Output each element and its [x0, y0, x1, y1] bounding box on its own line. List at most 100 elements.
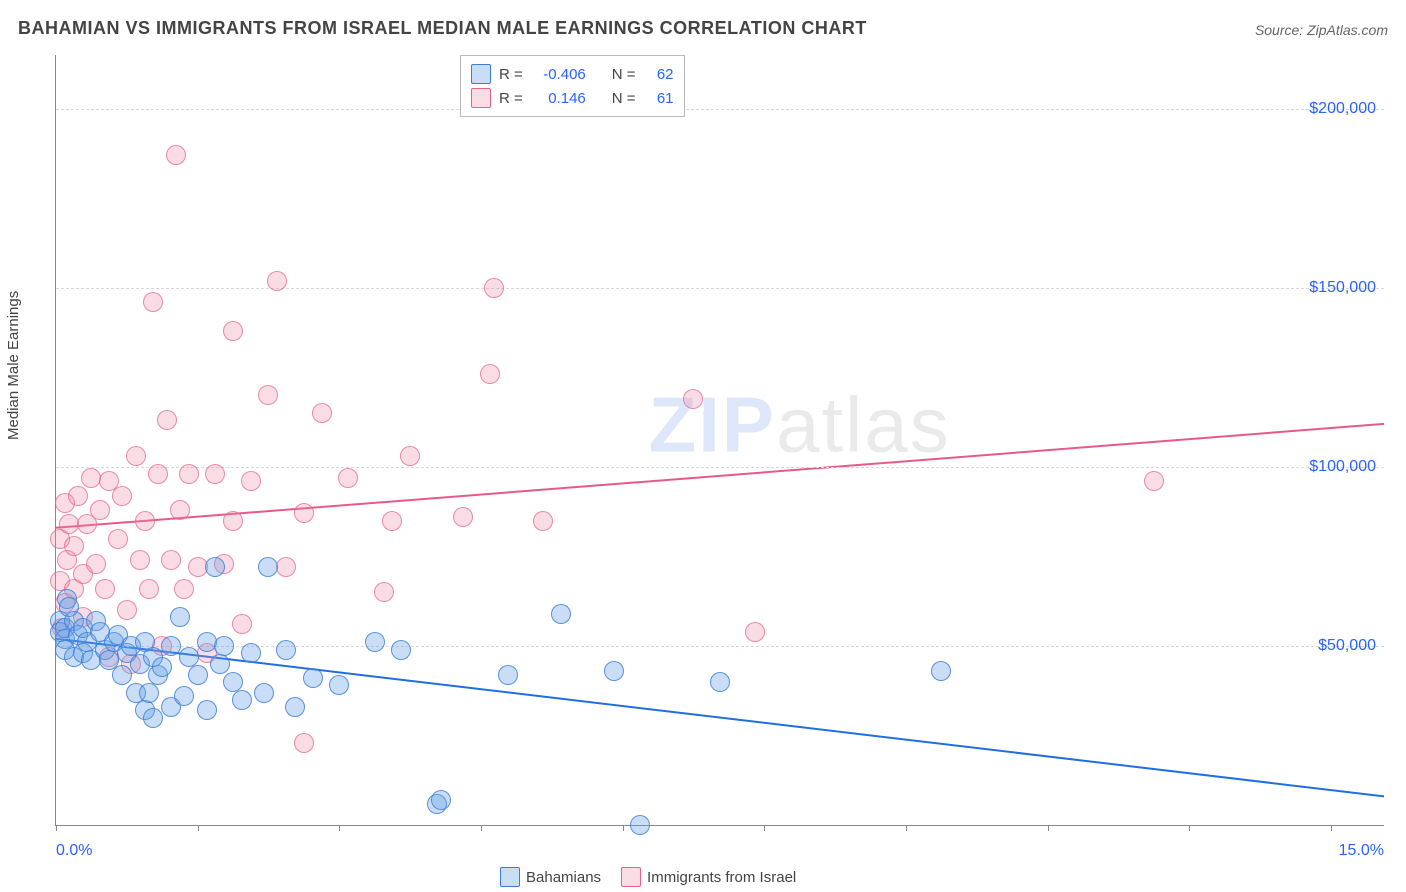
n-label: N =	[612, 90, 636, 107]
scatter-point	[630, 815, 650, 835]
y-tick-label: $150,000	[1309, 279, 1376, 297]
x-tick	[1189, 825, 1190, 831]
scatter-point	[382, 511, 402, 531]
correlation-legend: R = -0.406 N = 62 R = 0.146 N = 61	[460, 55, 685, 117]
scatter-point	[258, 557, 278, 577]
x-tick	[1331, 825, 1332, 831]
scatter-point	[365, 632, 385, 652]
y-tick-label: $50,000	[1318, 637, 1376, 655]
scatter-point	[188, 665, 208, 685]
scatter-point	[484, 278, 504, 298]
scatter-point	[604, 661, 624, 681]
scatter-point	[139, 683, 159, 703]
scatter-point	[161, 636, 181, 656]
scatter-point	[205, 464, 225, 484]
n-value-blue: 62	[644, 66, 674, 83]
scatter-point	[276, 640, 296, 660]
x-tick	[56, 825, 57, 831]
scatter-point	[81, 468, 101, 488]
scatter-point	[126, 446, 146, 466]
scatter-point	[166, 145, 186, 165]
scatter-point	[197, 700, 217, 720]
scatter-point	[431, 790, 451, 810]
scatter-point	[551, 604, 571, 624]
legend-item-pink: Immigrants from Israel	[621, 867, 796, 887]
scatter-point	[1144, 471, 1164, 491]
scatter-point	[400, 446, 420, 466]
y-tick-label: $100,000	[1309, 458, 1376, 476]
scatter-point	[232, 690, 252, 710]
scatter-point	[130, 550, 150, 570]
scatter-point	[210, 654, 230, 674]
scatter-point	[533, 511, 553, 531]
gridline	[56, 467, 1384, 468]
legend-row-blue: R = -0.406 N = 62	[471, 62, 674, 86]
scatter-point	[498, 665, 518, 685]
legend-label-blue: Bahamians	[526, 869, 601, 886]
swatch-pink-icon	[471, 88, 491, 108]
scatter-point	[64, 536, 84, 556]
chart-title: BAHAMIAN VS IMMIGRANTS FROM ISRAEL MEDIA…	[18, 18, 867, 39]
r-label: R =	[499, 66, 523, 83]
swatch-blue-icon	[500, 867, 520, 887]
scatter-point	[303, 668, 323, 688]
scatter-point	[294, 733, 314, 753]
scatter-point	[214, 636, 234, 656]
scatter-point	[312, 403, 332, 423]
scatter-point	[294, 503, 314, 523]
plot-area: ZIPatlas 0.0% 15.0% $50,000$100,000$150,…	[55, 55, 1384, 826]
scatter-point	[205, 557, 225, 577]
scatter-point	[223, 321, 243, 341]
scatter-point	[179, 464, 199, 484]
scatter-point	[143, 708, 163, 728]
scatter-point	[391, 640, 411, 660]
scatter-point	[148, 464, 168, 484]
scatter-point	[745, 622, 765, 642]
scatter-point	[683, 389, 703, 409]
gridline	[56, 288, 1384, 289]
swatch-pink-icon	[621, 867, 641, 887]
scatter-point	[95, 579, 115, 599]
scatter-point	[68, 486, 88, 506]
scatter-point	[276, 557, 296, 577]
n-label: N =	[612, 66, 636, 83]
x-tick	[481, 825, 482, 831]
scatter-point	[258, 385, 278, 405]
scatter-point	[374, 582, 394, 602]
series-legend: Bahamians Immigrants from Israel	[500, 867, 796, 887]
scatter-point	[241, 643, 261, 663]
gridline	[56, 109, 1384, 110]
trend-line	[56, 639, 1384, 797]
scatter-point	[117, 600, 137, 620]
source-label: Source: ZipAtlas.com	[1255, 22, 1388, 38]
r-value-pink: 0.146	[531, 90, 586, 107]
scatter-point	[710, 672, 730, 692]
swatch-blue-icon	[471, 64, 491, 84]
scatter-point	[197, 632, 217, 652]
x-tick	[906, 825, 907, 831]
scatter-point	[112, 665, 132, 685]
scatter-point	[223, 511, 243, 531]
x-tick	[339, 825, 340, 831]
y-axis-label: Median Male Earnings	[5, 291, 22, 440]
x-tick	[1048, 825, 1049, 831]
scatter-point	[254, 683, 274, 703]
scatter-point	[135, 511, 155, 531]
scatter-point	[112, 486, 132, 506]
scatter-point	[170, 500, 190, 520]
scatter-point	[139, 579, 159, 599]
scatter-point	[170, 607, 190, 627]
scatter-point	[90, 500, 110, 520]
scatter-point	[267, 271, 287, 291]
scatter-point	[232, 614, 252, 634]
scatter-point	[174, 686, 194, 706]
n-value-pink: 61	[644, 90, 674, 107]
scatter-point	[329, 675, 349, 695]
scatter-point	[241, 471, 261, 491]
r-label: R =	[499, 90, 523, 107]
scatter-point	[161, 550, 181, 570]
x-tick	[198, 825, 199, 831]
x-axis-max-label: 15.0%	[1339, 842, 1384, 860]
trend-lines	[56, 55, 1384, 825]
scatter-point	[174, 579, 194, 599]
